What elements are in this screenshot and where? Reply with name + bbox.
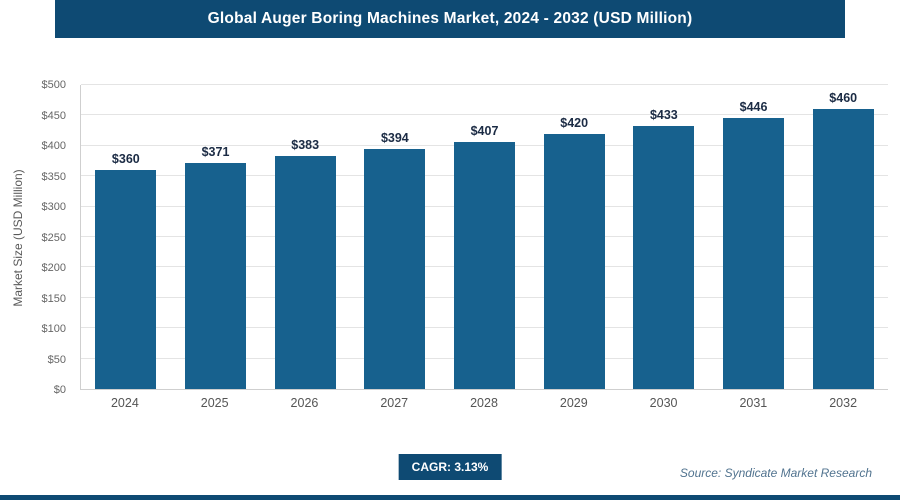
gridline — [81, 114, 888, 116]
bar — [723, 117, 785, 389]
bar-slot: $420 — [529, 85, 619, 389]
y-tick-label: $50 — [47, 353, 66, 366]
bar-slot: $407 — [440, 85, 530, 389]
y-tick-label: $0 — [53, 384, 66, 396]
x-tick-label: 2027 — [380, 396, 409, 410]
plot-area: $360 $371 $383 $394 $407 $420 $433 $446 $460 — [80, 84, 888, 390]
bar-value-label: $394 — [380, 131, 409, 146]
bar-value-label: $371 — [201, 145, 230, 160]
bottom-strip — [0, 495, 900, 500]
y-tick-label: $400 — [41, 140, 66, 152]
bar — [364, 149, 426, 389]
y-tick-label: $450 — [41, 109, 66, 122]
x-tick-label: 2026 — [290, 396, 319, 410]
chart-title-bar: Global Auger Boring Machines Market, 202… — [55, 0, 845, 38]
x-tick-label: 2031 — [739, 396, 768, 410]
y-axis-title: Market Size (USD Million) — [11, 169, 25, 307]
x-tick-label: 2032 — [829, 396, 858, 410]
y-axis-ticks: $0 $50 $100 $150 $200 $250 $300 $350 $400 $450 $50… — [28, 79, 72, 396]
bar-slot: $394 — [350, 85, 440, 389]
bar-slot: $433 — [619, 85, 709, 389]
x-tick-label: 2030 — [649, 396, 678, 410]
y-tick-label: $250 — [41, 231, 66, 244]
source-text: Source: Syndicate Market Research — [679, 466, 872, 480]
y-tick-label: $150 — [41, 292, 66, 305]
bar — [185, 163, 246, 389]
x-tick-label: 2024 — [110, 396, 139, 410]
bar-value-label: $360 — [111, 152, 140, 167]
bar-slot: $371 — [171, 85, 261, 389]
bar-value-label: $446 — [739, 99, 768, 114]
x-tick-label: 2025 — [200, 396, 229, 410]
y-tick-label: $100 — [41, 323, 66, 335]
bar-slot: $383 — [260, 85, 350, 389]
bar — [95, 170, 157, 389]
x-tick-label: 2028 — [470, 396, 498, 410]
bar-slot: $446 — [709, 85, 799, 389]
bar — [543, 133, 605, 389]
bars-row: $360 $371 $383 $394 $407 $420 $433 $446 $460 — [81, 85, 888, 389]
bar-value-label: $383 — [291, 138, 320, 153]
bar-value-label: $460 — [829, 91, 858, 106]
y-tick-label: $200 — [41, 262, 66, 274]
cagr-badge: CAGR: 3.13% — [398, 454, 502, 480]
bar-value-label: $433 — [649, 107, 678, 122]
y-tick-label: $350 — [41, 170, 66, 183]
bar-value-label: $420 — [560, 115, 589, 130]
bar-value-label: $407 — [470, 123, 499, 138]
chart-title: Global Auger Boring Machines Market, 202… — [207, 10, 693, 27]
gridline — [81, 84, 888, 85]
bar — [454, 141, 515, 389]
x-axis-labels: 2024 2025 2026 2027 2028 2029 2030 2031 2032 — [80, 396, 888, 416]
bar — [633, 125, 695, 389]
bar — [812, 109, 874, 389]
y-tick-label: $300 — [41, 201, 66, 213]
y-tick-label: $500 — [41, 79, 66, 91]
bar — [274, 156, 336, 389]
x-tick-label: 2029 — [559, 396, 588, 410]
bar-slot: $360 — [81, 85, 171, 389]
bar-slot: $460 — [798, 85, 888, 389]
